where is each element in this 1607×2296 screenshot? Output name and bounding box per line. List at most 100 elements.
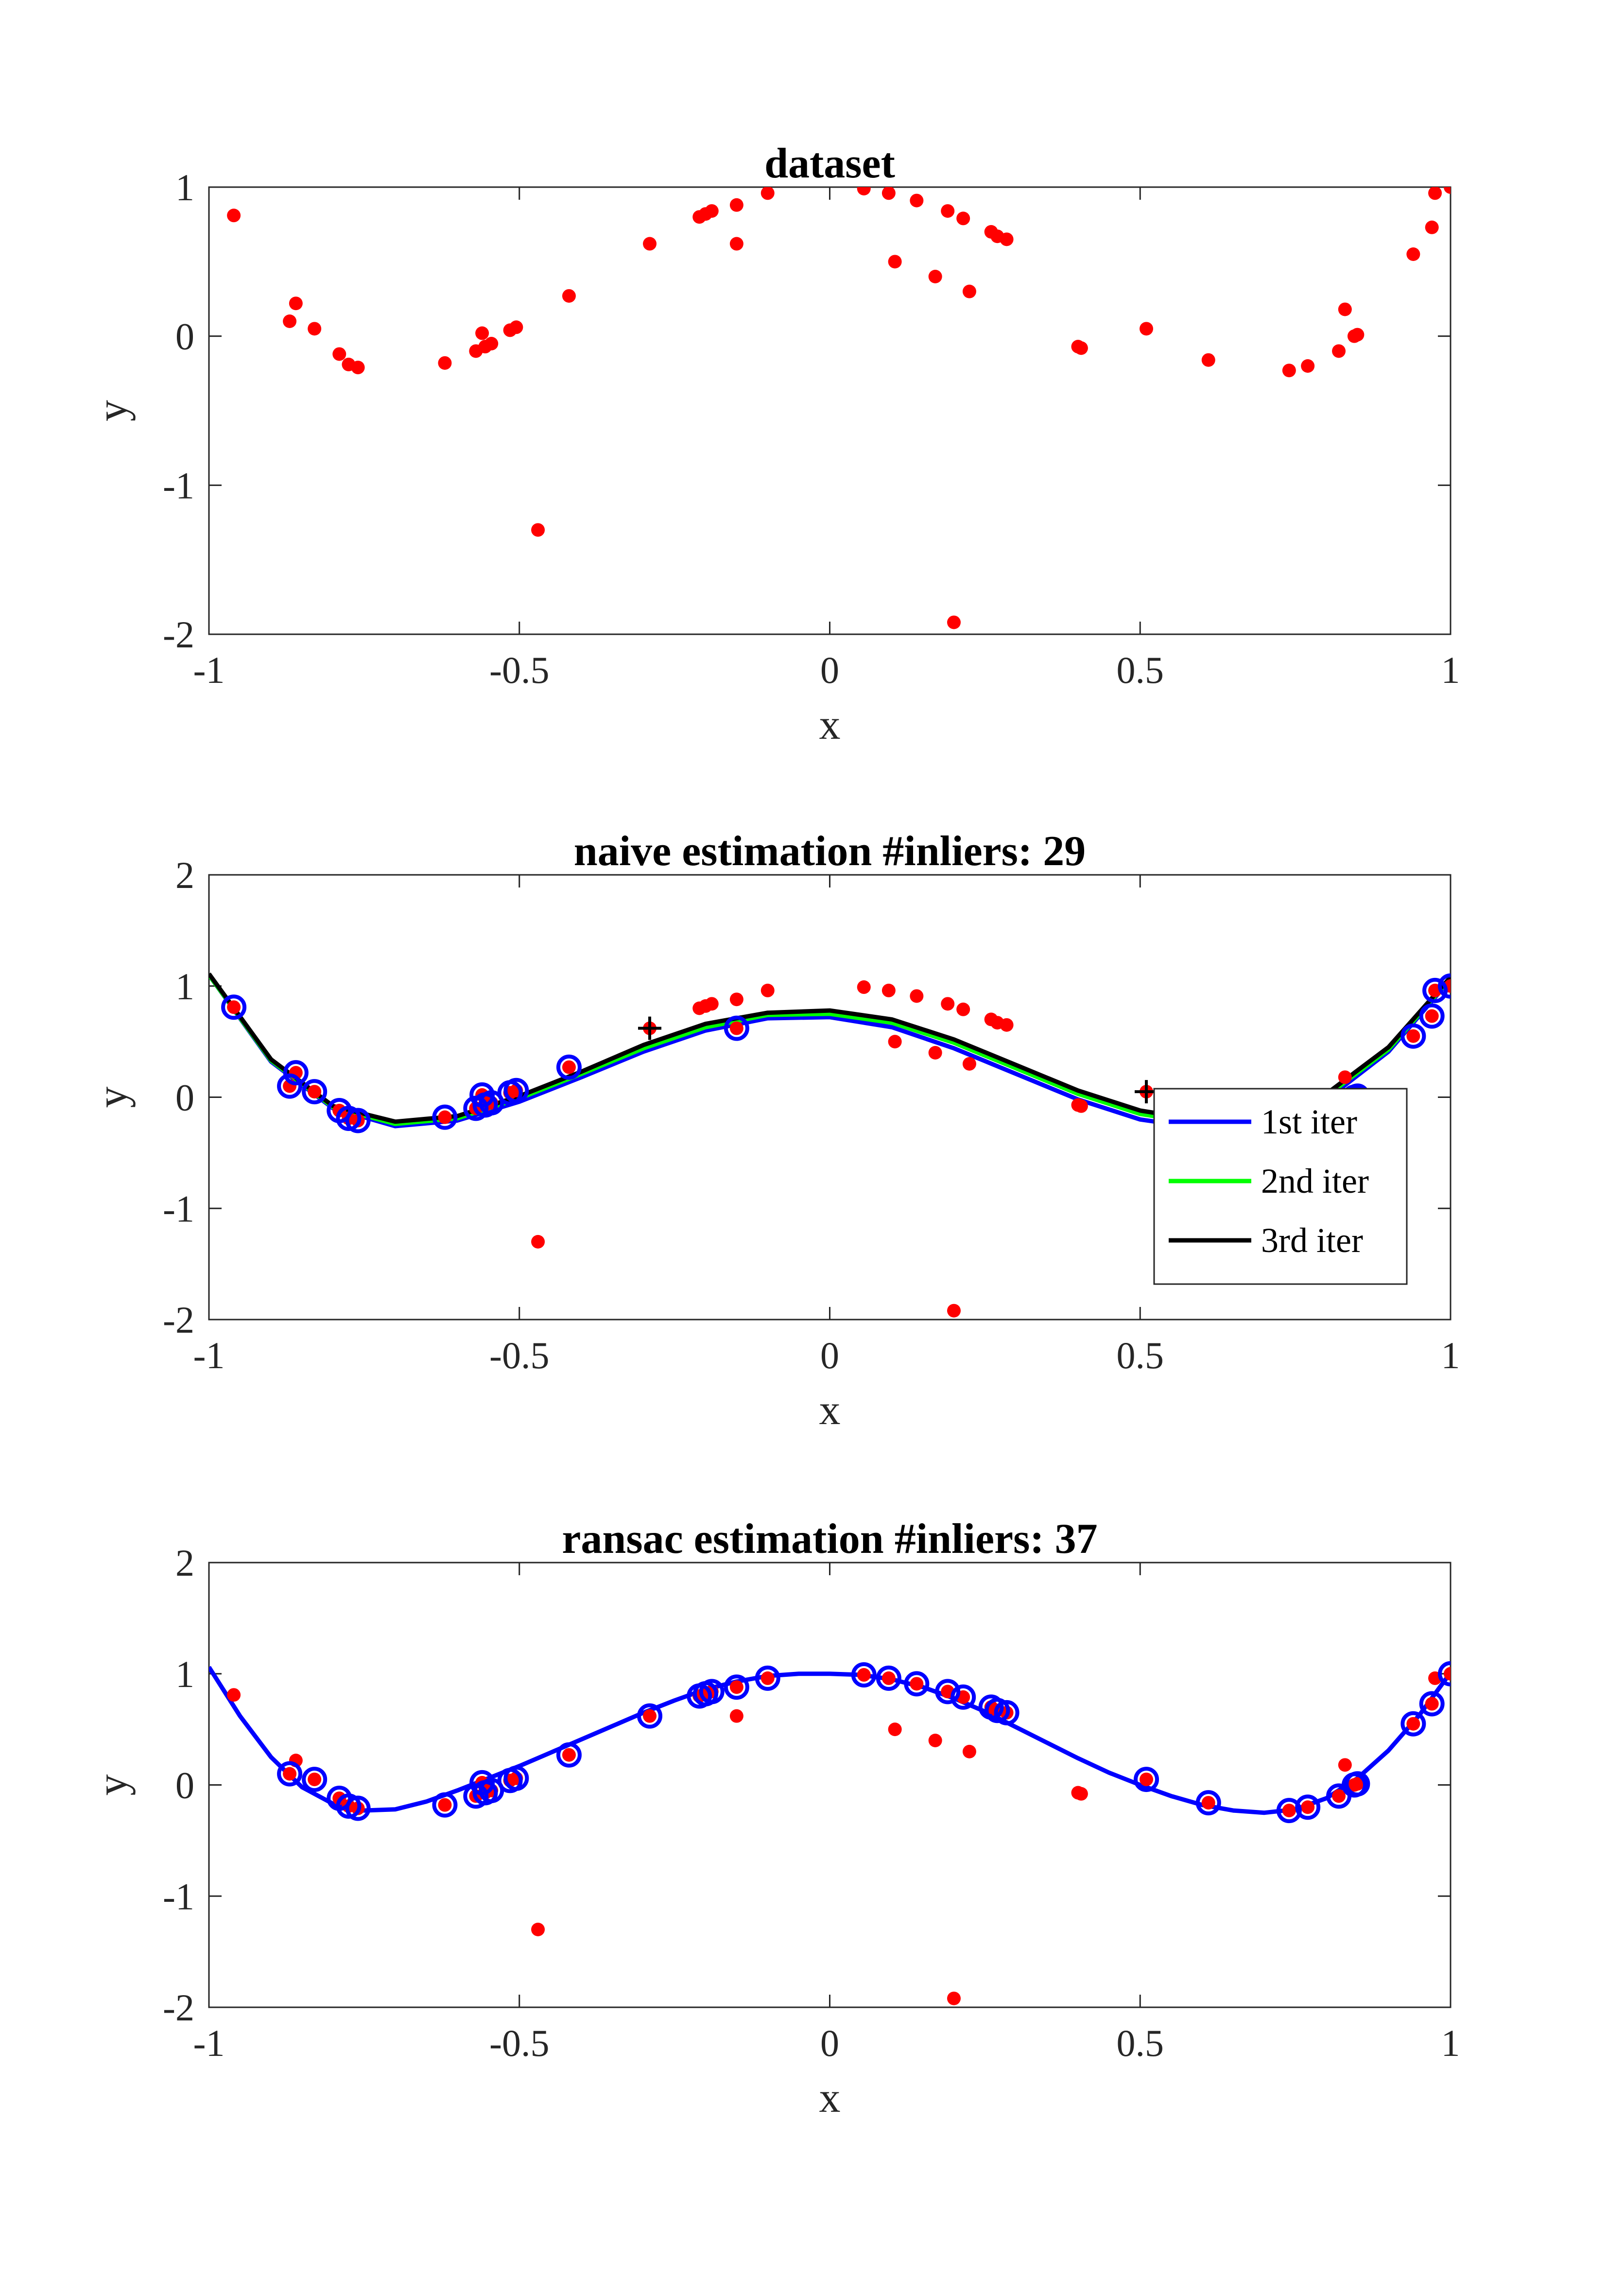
- x-tick-label: 0: [820, 649, 839, 691]
- data-point: [760, 187, 775, 200]
- inlier-ring: [302, 1767, 328, 1792]
- plot-area: [227, 187, 1451, 629]
- data-point: [531, 523, 545, 537]
- data-point: [1140, 1773, 1154, 1787]
- inlier-ring: [503, 1078, 529, 1103]
- data-point: [1428, 187, 1442, 200]
- chart-title: dataset: [764, 140, 895, 187]
- data-point: [1338, 1070, 1352, 1084]
- x-tick-label: -1: [193, 649, 225, 691]
- data-point: [941, 204, 955, 218]
- data-point: [1338, 302, 1352, 316]
- legend: 1st iter 2nd iter 3rd iter: [1153, 1088, 1408, 1285]
- data-point: [729, 1709, 743, 1723]
- data-point: [910, 989, 924, 1003]
- data-point: [729, 237, 743, 251]
- data-point: [729, 1021, 743, 1035]
- x-axis-label: x: [819, 2074, 841, 2122]
- y-tick-label: -1: [163, 1187, 194, 1230]
- x-tick-label: -0.5: [489, 649, 549, 691]
- x-tick-label: 0: [820, 2022, 839, 2064]
- data-point: [857, 1668, 871, 1682]
- data-point: [956, 211, 970, 226]
- y-tick-label: 1: [175, 1653, 194, 1695]
- y-axis-label: y: [89, 1087, 136, 1108]
- chart-title: ransac estimation #inliers: 37: [562, 1515, 1097, 1563]
- data-point: [1282, 364, 1296, 378]
- data-point: [881, 983, 896, 997]
- x-tick-label: -1: [193, 1334, 225, 1376]
- data-point: [1444, 187, 1451, 194]
- inlier-ring: [876, 1665, 901, 1691]
- data-point: [857, 187, 871, 196]
- y-tick-label: 2: [175, 854, 194, 896]
- data-point: [962, 1057, 976, 1071]
- data-point: [1332, 1789, 1346, 1803]
- data-point: [484, 337, 499, 350]
- x-axis-label: x: [819, 701, 841, 748]
- y-tick-label: 0: [175, 1764, 194, 1807]
- legend-entry: 1st iter: [1261, 1102, 1357, 1141]
- inlier-ring: [1438, 1661, 1451, 1687]
- data-point: [888, 255, 902, 269]
- y-tick-label: 0: [175, 315, 194, 358]
- data-point: [947, 615, 961, 629]
- inlier-ring: [277, 1761, 303, 1787]
- data-point: [1350, 328, 1365, 342]
- data-point: [1425, 1697, 1439, 1711]
- data-point: [1282, 1804, 1296, 1818]
- inlier-ring: [556, 1054, 582, 1080]
- inlier-ring: [277, 1073, 303, 1099]
- x-tick-label: -0.5: [489, 1334, 549, 1376]
- data-point: [888, 1035, 902, 1049]
- y-tick-label: -1: [163, 1875, 194, 1917]
- inlier-ring: [1134, 1767, 1159, 1792]
- data-point: [881, 187, 896, 200]
- data-point: [643, 237, 657, 251]
- y-tick-label: 0: [175, 1077, 194, 1119]
- inlier-ring: [479, 1777, 504, 1803]
- inlier-ring: [1419, 1003, 1445, 1029]
- data-point: [888, 1722, 902, 1737]
- inlier-ring: [479, 1090, 504, 1115]
- axes-box: [208, 1562, 1451, 2008]
- data-point: [1406, 247, 1420, 261]
- inlier-ring: [637, 1703, 663, 1729]
- x-tick-label: 0: [820, 1334, 839, 1376]
- y-axis-label: y: [89, 1774, 136, 1796]
- x-tick-label: 0.5: [1117, 649, 1164, 691]
- data-point: [475, 326, 489, 340]
- inlier-ring: [432, 1792, 458, 1818]
- data-point: [308, 1773, 322, 1787]
- y-tick-label: 2: [175, 1542, 194, 1584]
- data-point: [227, 1000, 241, 1014]
- inlier-ring: [724, 1674, 749, 1700]
- inlier-ring: [432, 1104, 458, 1130]
- data-point: [705, 204, 719, 218]
- inlier-ring: [1345, 1771, 1370, 1797]
- data-point: [1425, 220, 1439, 234]
- data-point: [1444, 1667, 1451, 1681]
- data-point: [1000, 232, 1014, 246]
- data-point: [562, 1748, 576, 1762]
- data-point: [1338, 1758, 1352, 1772]
- data-point: [438, 356, 452, 370]
- y-tick-label: 1: [175, 965, 194, 1008]
- inlier-ring: [935, 1679, 961, 1705]
- x-tick-label: 1: [1441, 2022, 1460, 2064]
- inlier-ring: [1419, 1691, 1445, 1717]
- data-point: [562, 1060, 576, 1074]
- data-point: [729, 992, 743, 1007]
- data-point: [1201, 1796, 1215, 1810]
- legend-entry: 3rd iter: [1261, 1221, 1363, 1260]
- series-line-fit: [209, 1666, 1451, 1815]
- x-axis-label: x: [819, 1387, 841, 1434]
- inlier-ring: [1400, 1711, 1426, 1737]
- data-point: [283, 1767, 297, 1781]
- x-tick-label: 0.5: [1117, 2022, 1164, 2064]
- data-point: [1406, 1029, 1420, 1043]
- data-point: [956, 1002, 970, 1016]
- axes-box: [208, 186, 1451, 635]
